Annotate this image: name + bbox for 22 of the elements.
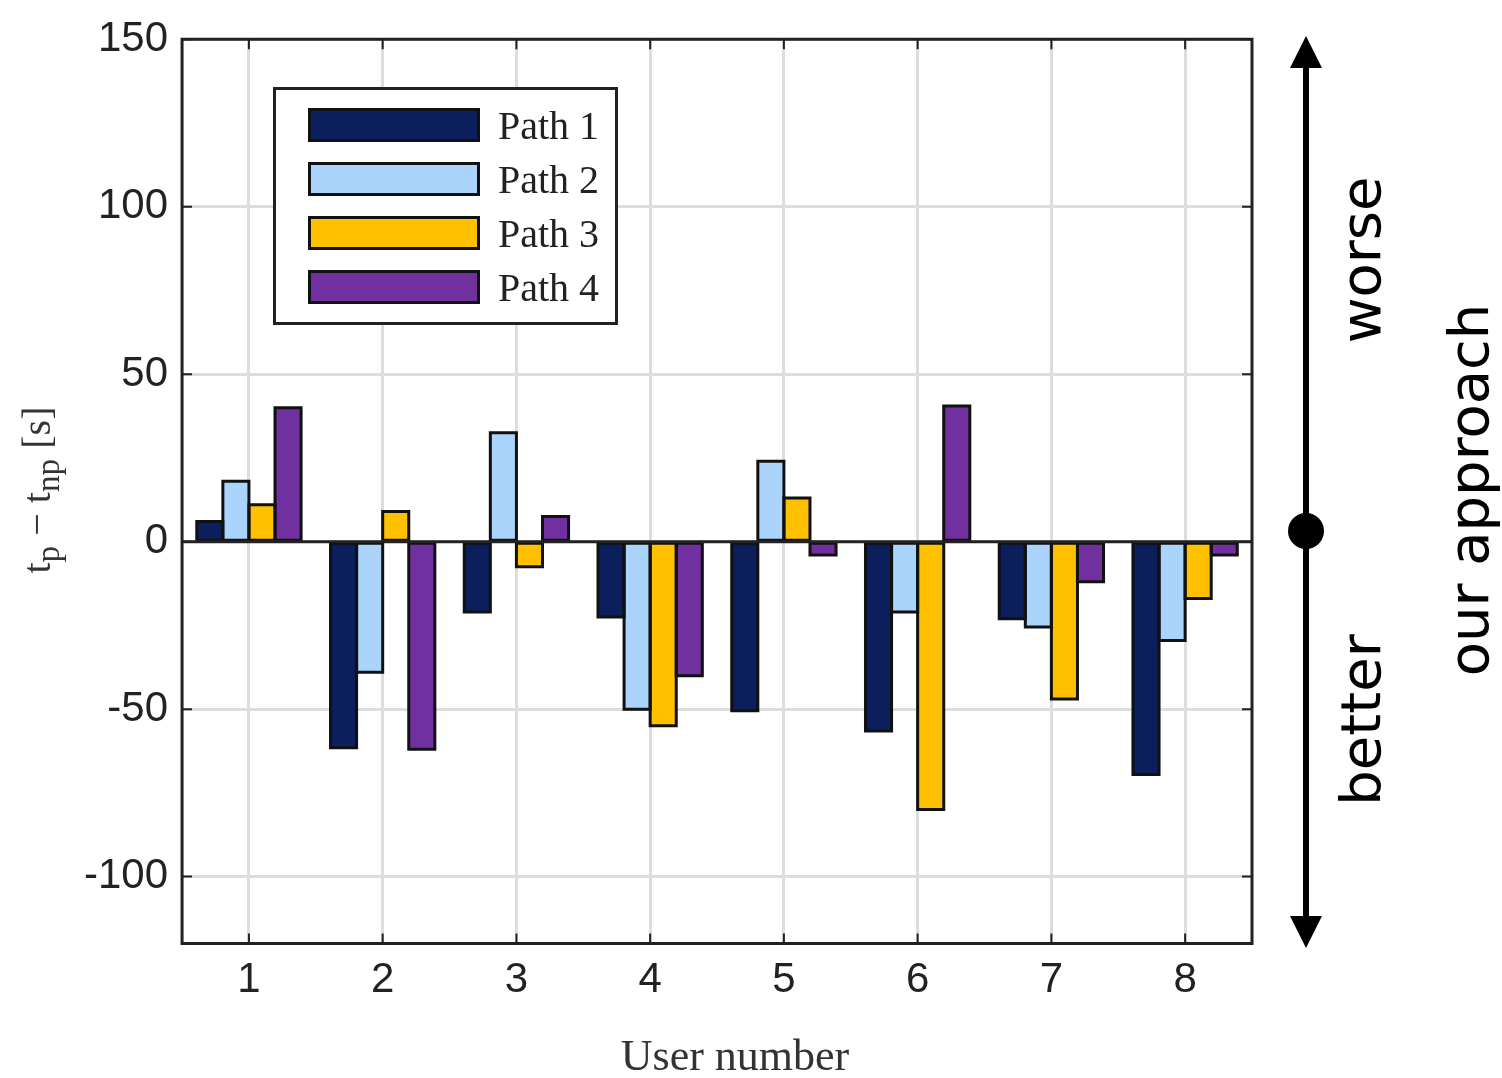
x-tick-label: 3 <box>504 954 529 1002</box>
y-tick-label: 50 <box>121 347 169 395</box>
y-tick-label: -50 <box>107 682 169 730</box>
y-tick-label: -100 <box>84 850 169 898</box>
x-tick-label: 2 <box>371 954 395 1002</box>
x-axis-title: User number <box>620 1029 850 1078</box>
y-tick-label: 0 <box>144 515 169 563</box>
x-tick-label: 6 <box>905 954 930 1002</box>
x-tick-label: 8 <box>1173 954 1197 1002</box>
x-tick-label: 5 <box>772 954 796 1002</box>
text: our approach <box>1435 303 1501 677</box>
x-tick-label: 7 <box>1039 954 1064 1002</box>
text: worse <box>1327 176 1393 344</box>
legend-label: Path 4 <box>498 263 600 311</box>
text: better <box>1327 634 1393 806</box>
y-tick-label: 150 <box>97 12 169 60</box>
x-tick-label: 4 <box>638 954 662 1002</box>
y-tick-label: 100 <box>97 180 169 228</box>
legend-label: Path 2 <box>498 155 600 203</box>
legend-label: Path 1 <box>498 101 600 149</box>
x-tick-label: 1 <box>237 954 261 1002</box>
legend-label: Path 3 <box>498 209 600 257</box>
